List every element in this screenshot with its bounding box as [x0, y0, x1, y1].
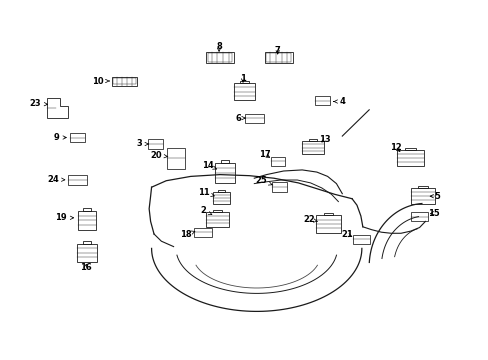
- Text: 1: 1: [240, 74, 245, 83]
- Text: 19: 19: [55, 213, 74, 222]
- Text: 7: 7: [274, 46, 280, 55]
- Text: 9: 9: [53, 133, 66, 142]
- Text: 23: 23: [29, 99, 47, 108]
- Text: 6: 6: [235, 113, 244, 122]
- Text: 25: 25: [255, 176, 272, 185]
- Text: 20: 20: [150, 151, 167, 160]
- Text: 11: 11: [198, 188, 214, 197]
- Text: 8: 8: [216, 42, 222, 51]
- Text: 12: 12: [389, 143, 401, 152]
- Text: 21: 21: [341, 230, 352, 239]
- Text: 22: 22: [303, 215, 317, 224]
- Text: 18: 18: [180, 230, 194, 239]
- Text: 3: 3: [136, 139, 148, 148]
- Text: 16: 16: [80, 263, 91, 271]
- Text: 13: 13: [319, 135, 330, 144]
- Text: 14: 14: [202, 161, 216, 170]
- Text: 10: 10: [92, 77, 109, 85]
- Text: 15: 15: [427, 209, 439, 217]
- Text: 5: 5: [429, 192, 440, 201]
- Text: 2: 2: [200, 206, 211, 215]
- Text: 24: 24: [47, 175, 65, 184]
- Text: 4: 4: [333, 97, 345, 106]
- Text: 17: 17: [259, 150, 270, 159]
